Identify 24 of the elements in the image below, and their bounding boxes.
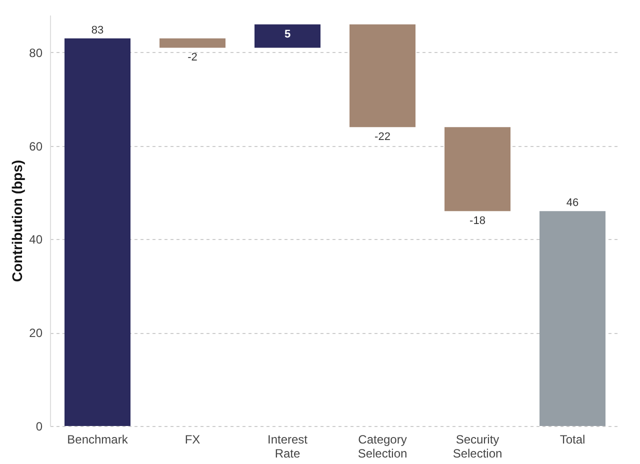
bar xyxy=(254,24,320,48)
x-tick-label: Category Selection xyxy=(358,432,408,460)
bar xyxy=(350,24,416,128)
y-tick-label: 0 xyxy=(36,420,43,434)
data-label: -22 xyxy=(374,131,390,144)
data-label: 5 xyxy=(284,28,291,40)
x-tick-label: Security Selection xyxy=(452,432,502,460)
x-tick-label: FX xyxy=(184,432,200,446)
bar xyxy=(160,38,226,48)
bar xyxy=(540,211,606,426)
y-tick-label: 20 xyxy=(29,326,43,340)
bar xyxy=(444,127,510,212)
x-tick-label: Total xyxy=(560,432,586,446)
y-axis-title: Contribution (bps) xyxy=(9,160,26,282)
data-label: 83 xyxy=(91,24,104,36)
y-tick-label: 80 xyxy=(29,46,43,60)
bar xyxy=(64,38,130,426)
x-tick-label: Interest Rate xyxy=(267,432,308,460)
data-label: -18 xyxy=(470,215,486,228)
y-tick-label: 60 xyxy=(29,139,43,154)
y-tick-label: 40 xyxy=(29,232,43,247)
data-label: -2 xyxy=(188,52,198,64)
x-tick-label: Benchmark xyxy=(67,432,129,446)
data-label: 46 xyxy=(566,197,579,210)
